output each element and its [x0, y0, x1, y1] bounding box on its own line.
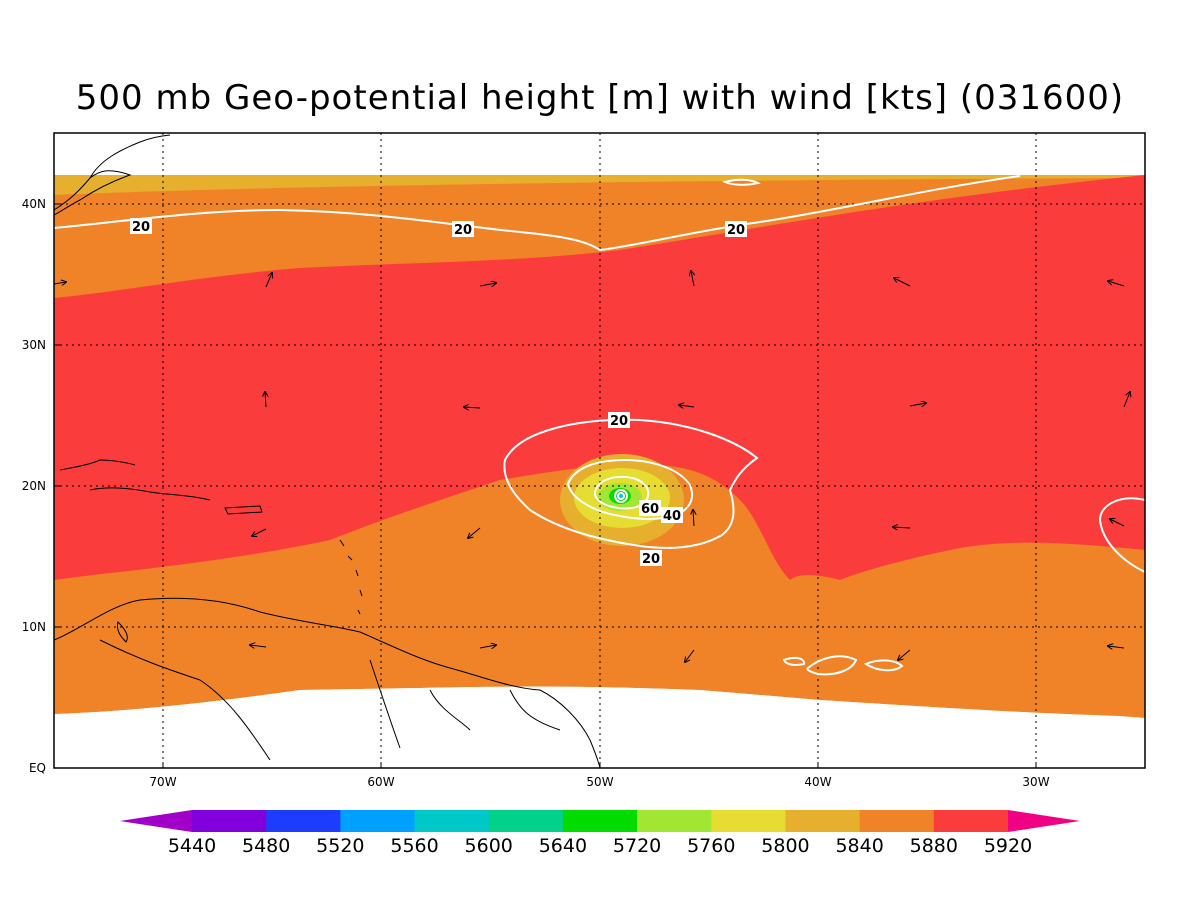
contour-label-20: 20: [727, 223, 745, 238]
wind-contours: [54, 175, 1145, 676]
colorbar-swatch: [488, 810, 564, 832]
colorbar-swatch: [637, 810, 712, 832]
cuba-coast: [59, 459, 136, 471]
colorbar-arrow-low: [120, 810, 192, 832]
x-tick-label: 60W: [367, 775, 394, 789]
x-tick-label: 50W: [586, 775, 613, 789]
contour-label-60: 60: [641, 502, 659, 517]
colorbar-swatch: [711, 810, 786, 832]
wind-20-east: [1098, 497, 1145, 573]
puerto-rico-coast: [224, 505, 263, 515]
colorbar-label: 5880: [910, 835, 958, 857]
colorbar-label: 5640: [539, 835, 587, 857]
wind-20-north: [54, 175, 1021, 252]
y-tick-label: EQ: [29, 761, 46, 775]
colorbar-label: 5720: [613, 835, 661, 857]
colorbar-swatch: [785, 810, 861, 832]
colorbar-label: 5800: [761, 835, 809, 857]
contour-label-20: 20: [610, 414, 628, 429]
colorbar-label: 5520: [316, 835, 364, 857]
colorbar-swatch: [562, 810, 638, 832]
colorbar-swatch: [414, 810, 490, 832]
contour-label-20: 20: [642, 552, 660, 567]
x-tick-label: 30W: [1022, 775, 1049, 789]
colorbar-label: 5560: [390, 835, 438, 857]
wind-40-storm: [566, 458, 694, 520]
y-tick-label: 20N: [22, 479, 46, 493]
wind-20-island-1: [782, 656, 806, 666]
colorbar-label: 5440: [168, 835, 216, 857]
wind-vectors: [54, 271, 1130, 662]
colorbar-label: 5840: [835, 835, 883, 857]
wind-20-island-3: [863, 659, 904, 672]
brazil-border: [509, 689, 561, 731]
wind-20-storm: [503, 418, 759, 549]
lake-maracaibo: [117, 621, 128, 643]
wind-core-2: [617, 492, 625, 500]
colorbar-label: 5480: [242, 835, 290, 857]
guyana-border: [369, 659, 401, 749]
north-america-coast: [54, 170, 132, 216]
coastlines: [54, 134, 601, 768]
y-tick-label: 10N: [22, 620, 46, 634]
map-fills: [54, 133, 1145, 768]
contour-label-20: 20: [454, 223, 472, 238]
colorbar-swatch: [933, 810, 1009, 832]
y-tick-label: 40N: [22, 197, 46, 211]
colorbar: 5440 5480 5520 5560 5600 5640 5720 5760 5800 5840…: [120, 810, 1080, 857]
colorbar-label: 5920: [984, 835, 1032, 857]
colorbar-label: 5600: [465, 835, 513, 857]
x-tick-label: 70W: [149, 775, 176, 789]
colorbar-swatch: [340, 810, 416, 832]
hispaniola-coast: [89, 487, 211, 501]
colorbar-swatch: [266, 810, 341, 832]
contour-label-40: 40: [663, 509, 681, 524]
venezuela-border: [99, 639, 271, 761]
south-america-coast: [54, 597, 601, 768]
antilles-islands: [339, 539, 363, 615]
colorbar-label: 5760: [687, 835, 735, 857]
new-england-coast: [89, 134, 171, 179]
wind-core-1: [614, 489, 628, 503]
colorbar-swatch: [859, 810, 935, 832]
chart-title: 500 mb Geo-potential height [m] with win…: [75, 78, 1125, 118]
wind-60-storm: [593, 475, 650, 510]
colorbar-arrow-high: [1008, 810, 1080, 832]
wind-20-north-sliver: [721, 178, 761, 186]
contour-labels: 20 20 20 20 20 40 60: [130, 218, 747, 567]
colorbar-swatch: [192, 810, 267, 832]
fill-5880: [54, 175, 1145, 580]
y-tick-label: 30N: [22, 338, 46, 352]
x-tick-marks: [54, 203, 1037, 768]
suriname-border: [429, 689, 471, 731]
x-tick-label: 40W: [804, 775, 831, 789]
wind-20-island-2: [806, 655, 858, 676]
contour-label-20: 20: [132, 220, 150, 235]
